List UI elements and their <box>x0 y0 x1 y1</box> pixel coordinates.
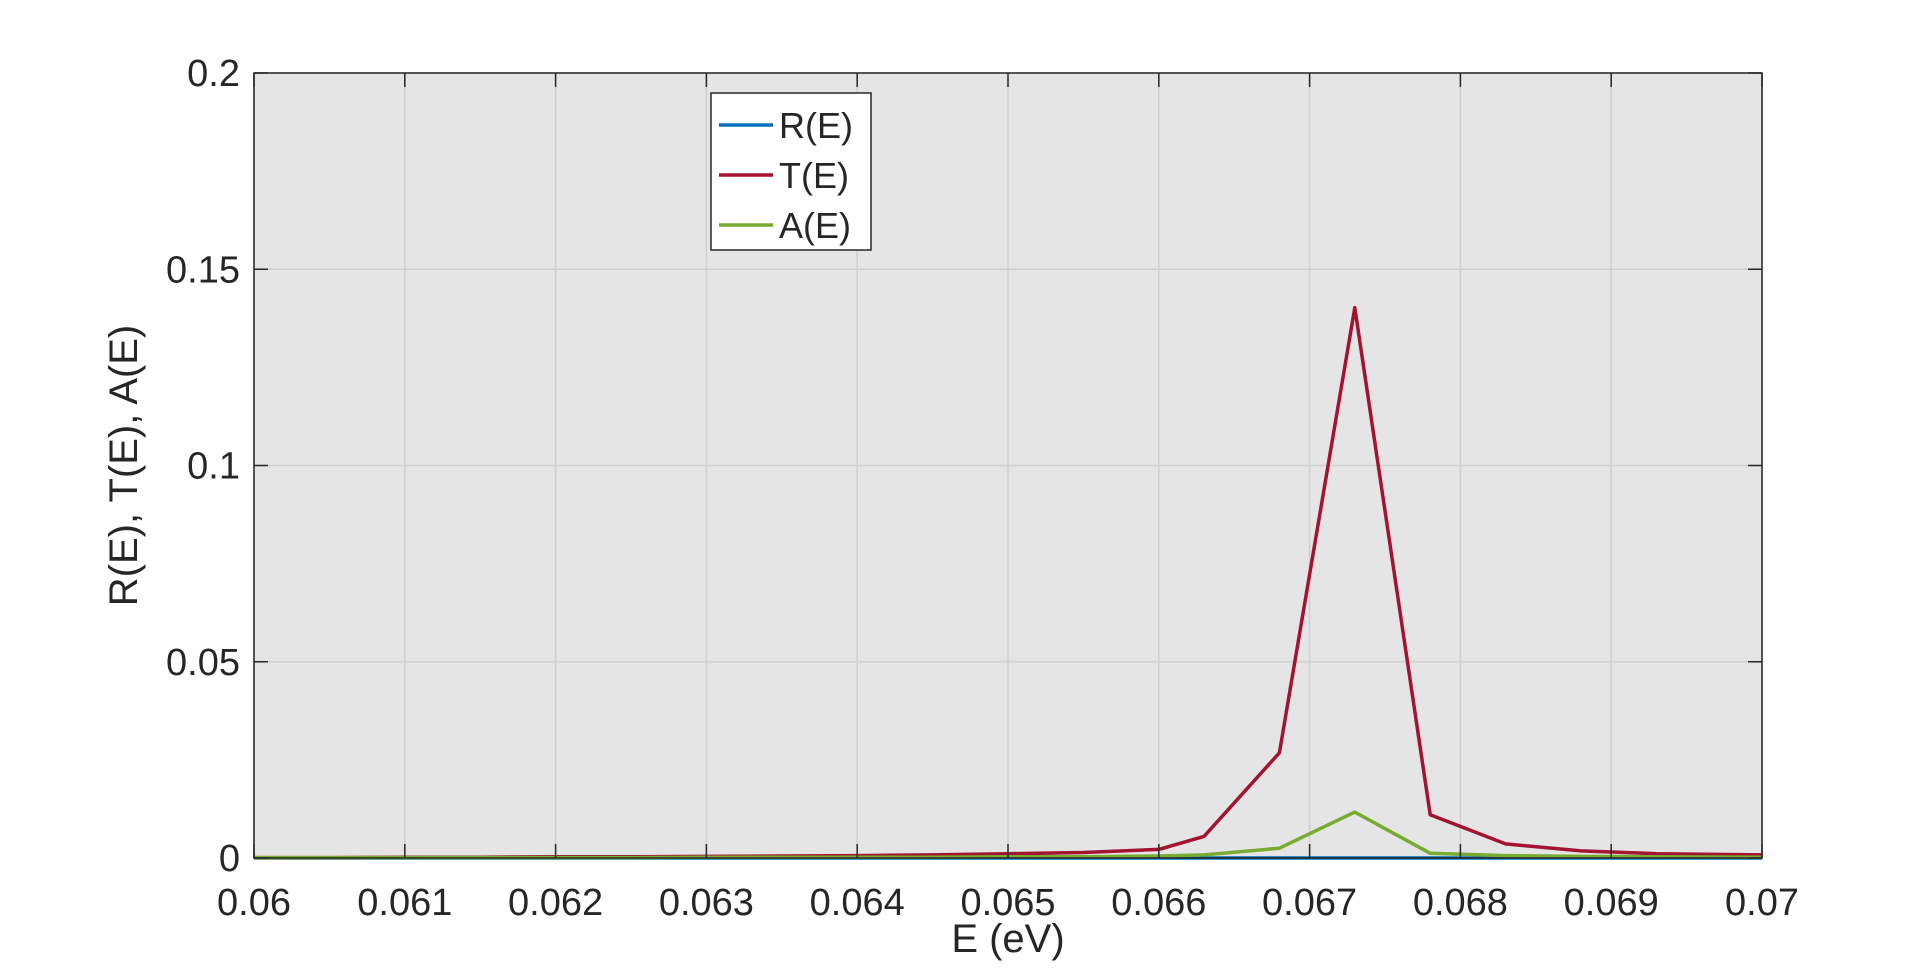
x-tick-label: 0.066 <box>1111 882 1206 924</box>
x-tick-label: 0.07 <box>1725 882 1799 924</box>
x-tick-label: 0.062 <box>508 882 603 924</box>
legend-label: R(E) <box>779 105 853 146</box>
x-tick-label: 0.065 <box>960 882 1055 924</box>
y-tick-label: 0.15 <box>166 249 240 291</box>
axis-ticks <box>253 72 1763 859</box>
x-tick-label: 0.069 <box>1564 882 1659 924</box>
y-tick-label: 0.1 <box>187 446 240 488</box>
y-axis-tick-labels: 0 0.05 0.1 0.15 0.2 <box>166 53 240 880</box>
y-tick-label: 0.2 <box>187 53 240 95</box>
x-tick-label: 0.064 <box>810 882 905 924</box>
x-tick-label: 0.063 <box>659 882 754 924</box>
y-axis-label: R(E), T(E), A(E) <box>102 325 146 606</box>
legend-label: T(E) <box>779 155 849 196</box>
y-tick-label: 0 <box>219 838 240 880</box>
y-tick-label: 0.05 <box>166 642 240 684</box>
x-tick-label: 0.06 <box>217 882 291 924</box>
x-tick-label: 0.061 <box>357 882 452 924</box>
x-tick-label: 0.068 <box>1413 882 1508 924</box>
x-axis-tick-labels: 0.06 0.061 0.062 0.063 0.064 0.065 0.066 0.067 0… <box>217 882 1799 924</box>
x-tick-label: 0.067 <box>1262 882 1357 924</box>
legend: R(E) T(E) A(E) <box>710 92 872 251</box>
legend-label: A(E) <box>779 205 851 246</box>
x-axis-label: E (eV) <box>951 917 1064 961</box>
